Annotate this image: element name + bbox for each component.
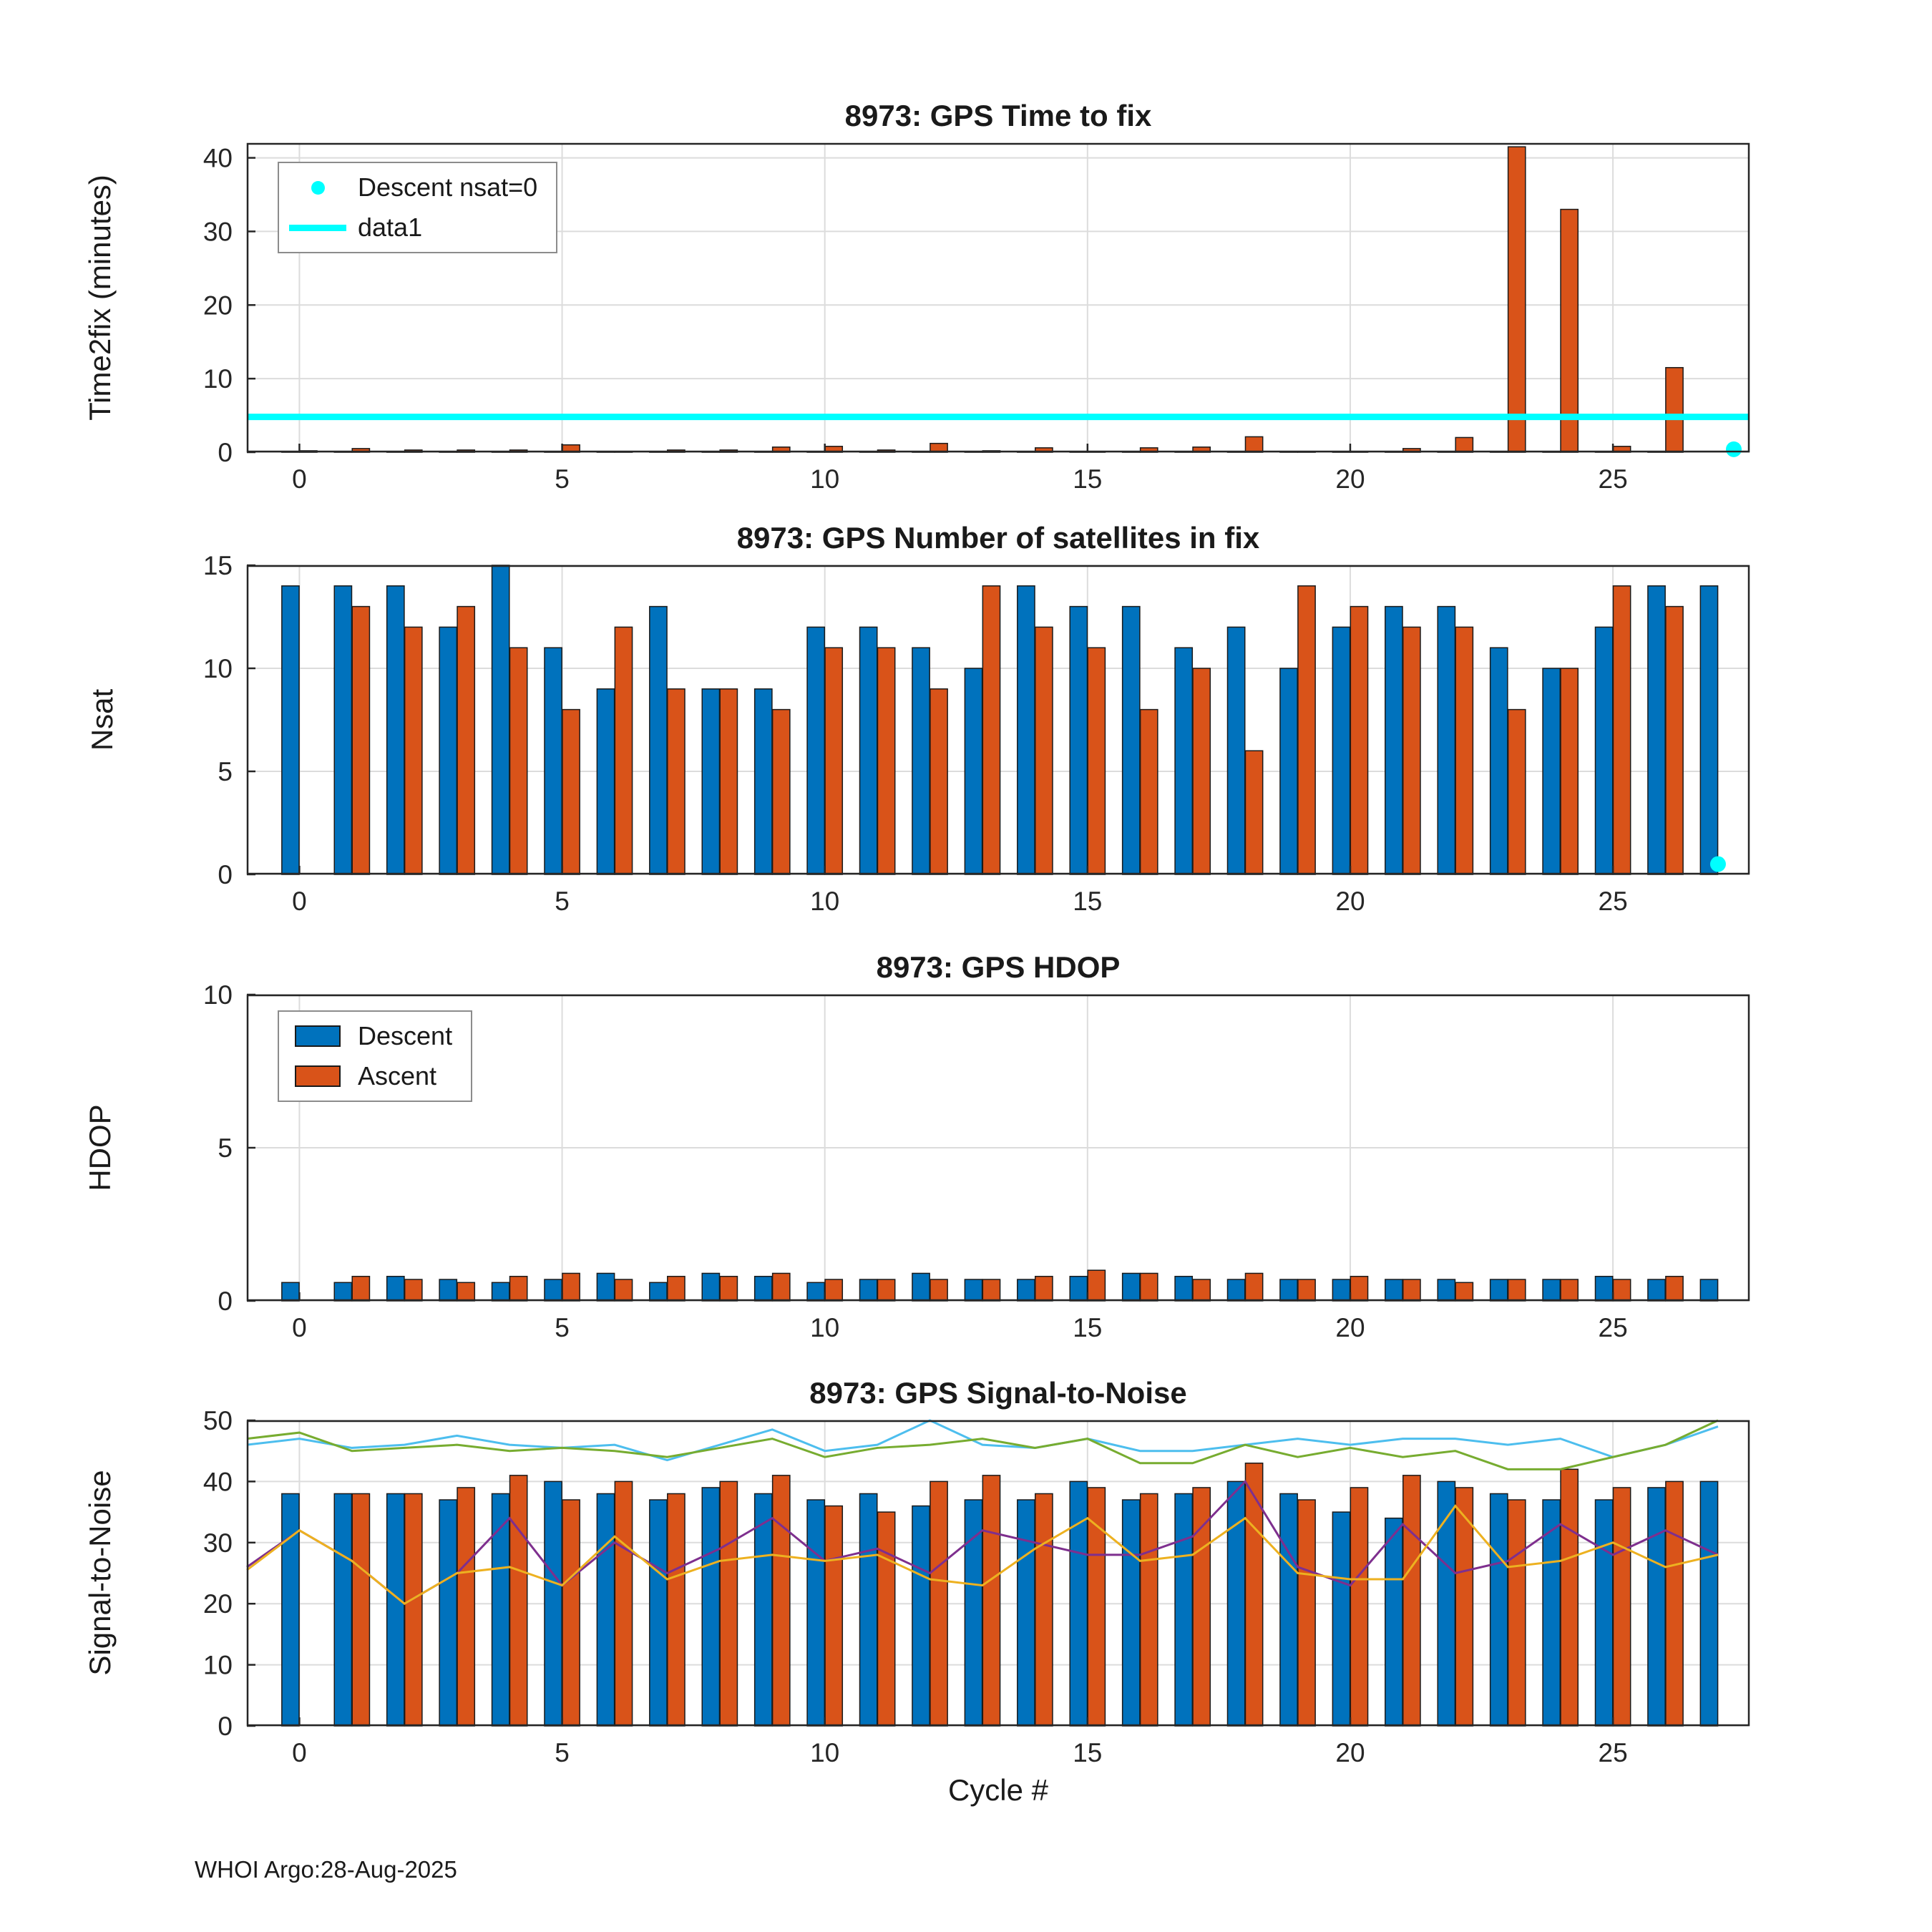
svg-text:30: 30 bbox=[203, 1528, 233, 1558]
svg-text:5: 5 bbox=[555, 1738, 570, 1767]
svg-text:10: 10 bbox=[810, 887, 839, 916]
bars-descent bbox=[281, 1480, 1719, 1727]
ylabel-time2fix: Time2fix (minutes) bbox=[83, 175, 117, 421]
svg-text:0: 0 bbox=[218, 1712, 233, 1741]
svg-text:25: 25 bbox=[1599, 464, 1628, 494]
ylabel-snr: Signal-to-Noise bbox=[83, 1470, 117, 1676]
svg-text:20: 20 bbox=[203, 1589, 233, 1619]
legend-item-descent: Descent bbox=[289, 1018, 452, 1055]
bars-ascent bbox=[299, 146, 1684, 453]
footer-text: WHOI Argo:28-Aug-2025 bbox=[195, 1856, 457, 1883]
legend-label-data1: data1 bbox=[358, 213, 423, 242]
ylabel-hdop: HDOP bbox=[83, 1104, 117, 1191]
nsat-plot: 0 5 10 15 20 25 0 5 10 15 bbox=[203, 551, 1750, 916]
svg-text:0: 0 bbox=[292, 1313, 307, 1342]
svg-text:25: 25 bbox=[1599, 887, 1628, 916]
legend-key bbox=[289, 1025, 346, 1047]
svg-text:5: 5 bbox=[218, 1133, 233, 1163]
plot-title-nsat: 8973: GPS Number of satellites in fix bbox=[736, 521, 1260, 555]
svg-text:0: 0 bbox=[292, 887, 307, 916]
x-axis-label: Cycle # bbox=[947, 1773, 1049, 1807]
tick-labels: 0 5 10 15 20 25 0 5 10 bbox=[203, 980, 1628, 1342]
svg-text:0: 0 bbox=[292, 464, 307, 494]
legend-key bbox=[289, 180, 346, 195]
svg-text:20: 20 bbox=[1335, 1313, 1365, 1342]
plot-title-snr: 8973: GPS Signal-to-Noise bbox=[809, 1376, 1187, 1410]
legend-key bbox=[289, 1065, 346, 1087]
svg-text:10: 10 bbox=[810, 1313, 839, 1342]
legend-item-data1: data1 bbox=[289, 209, 537, 246]
legend-item-ascent: Ascent bbox=[289, 1058, 452, 1095]
svg-text:0: 0 bbox=[292, 1738, 307, 1767]
svg-text:30: 30 bbox=[203, 217, 233, 246]
tick-labels: 0 5 10 15 20 25 0 5 10 15 bbox=[203, 551, 1628, 916]
svg-text:25: 25 bbox=[1599, 1313, 1628, 1342]
svg-text:10: 10 bbox=[810, 464, 839, 494]
ylabel-nsat: Nsat bbox=[85, 688, 119, 751]
line-max-snr-ascent bbox=[246, 1419, 1719, 1470]
cyan-line-swatch bbox=[289, 224, 346, 231]
svg-text:10: 10 bbox=[203, 1651, 233, 1680]
svg-text:10: 10 bbox=[203, 980, 233, 1010]
plot-title-time2fix: 8973: GPS Time to fix bbox=[844, 99, 1152, 132]
tick-labels: 0 5 10 15 20 25 0 10 20 30 40 50 bbox=[203, 1406, 1628, 1767]
svg-text:20: 20 bbox=[1335, 887, 1365, 916]
svg-text:20: 20 bbox=[203, 291, 233, 320]
hdop-plot: 0 5 10 15 20 25 0 5 10 bbox=[203, 980, 1750, 1342]
svg-text:5: 5 bbox=[555, 464, 570, 494]
snr-plot: 0 5 10 15 20 25 0 10 20 30 40 50 bbox=[203, 1406, 1750, 1767]
legend-label-descent-nsat0: Descent nsat=0 bbox=[358, 172, 538, 202]
time2fix-plot: 0 5 10 15 20 25 0 10 20 30 40 bbox=[203, 142, 1750, 494]
svg-text:15: 15 bbox=[1073, 1738, 1102, 1767]
svg-text:10: 10 bbox=[203, 654, 233, 683]
svg-text:15: 15 bbox=[1073, 464, 1102, 494]
svg-text:10: 10 bbox=[203, 364, 233, 394]
bars-ascent bbox=[351, 585, 1684, 875]
legend-time2fix: Descent nsat=0 data1 bbox=[278, 162, 558, 253]
svg-text:10: 10 bbox=[810, 1738, 839, 1767]
tick-labels: 0 5 10 15 20 25 0 10 20 30 40 bbox=[203, 144, 1628, 494]
line-min-snr-ascent bbox=[246, 1504, 1719, 1606]
svg-text:15: 15 bbox=[203, 551, 233, 580]
svg-text:50: 50 bbox=[203, 1406, 233, 1435]
axes-box bbox=[246, 565, 1750, 875]
legend-key bbox=[289, 224, 346, 231]
svg-text:40: 40 bbox=[203, 1467, 233, 1496]
marker-dot bbox=[1709, 856, 1726, 872]
line-min-snr-descent bbox=[246, 1479, 1719, 1606]
svg-text:40: 40 bbox=[203, 144, 233, 173]
marker-dot bbox=[1725, 441, 1742, 457]
legend-hdop: Descent Ascent bbox=[278, 1010, 473, 1102]
svg-text:5: 5 bbox=[555, 887, 570, 916]
descent-patch-swatch bbox=[295, 1025, 341, 1047]
svg-text:5: 5 bbox=[555, 1313, 570, 1342]
svg-text:0: 0 bbox=[218, 438, 233, 467]
plot-title-hdop: 8973: GPS HDOP bbox=[876, 950, 1121, 984]
svg-text:25: 25 bbox=[1599, 1738, 1628, 1767]
svg-text:15: 15 bbox=[1073, 887, 1102, 916]
svg-text:20: 20 bbox=[1335, 464, 1365, 494]
axes-box bbox=[246, 142, 1750, 453]
svg-text:0: 0 bbox=[218, 1287, 233, 1316]
line-max-snr-descent bbox=[246, 1419, 1719, 1462]
svg-text:5: 5 bbox=[218, 757, 233, 786]
cyan-dot-marker bbox=[311, 180, 325, 195]
svg-text:20: 20 bbox=[1335, 1738, 1365, 1767]
legend-label-descent: Descent bbox=[358, 1021, 453, 1050]
legend-label-ascent: Ascent bbox=[358, 1061, 437, 1091]
ascent-patch-swatch bbox=[295, 1065, 341, 1087]
svg-text:0: 0 bbox=[218, 860, 233, 889]
legend-item-descent-nsat0: Descent nsat=0 bbox=[289, 169, 537, 206]
svg-text:15: 15 bbox=[1073, 1313, 1102, 1342]
axes-box bbox=[246, 1420, 1750, 1727]
